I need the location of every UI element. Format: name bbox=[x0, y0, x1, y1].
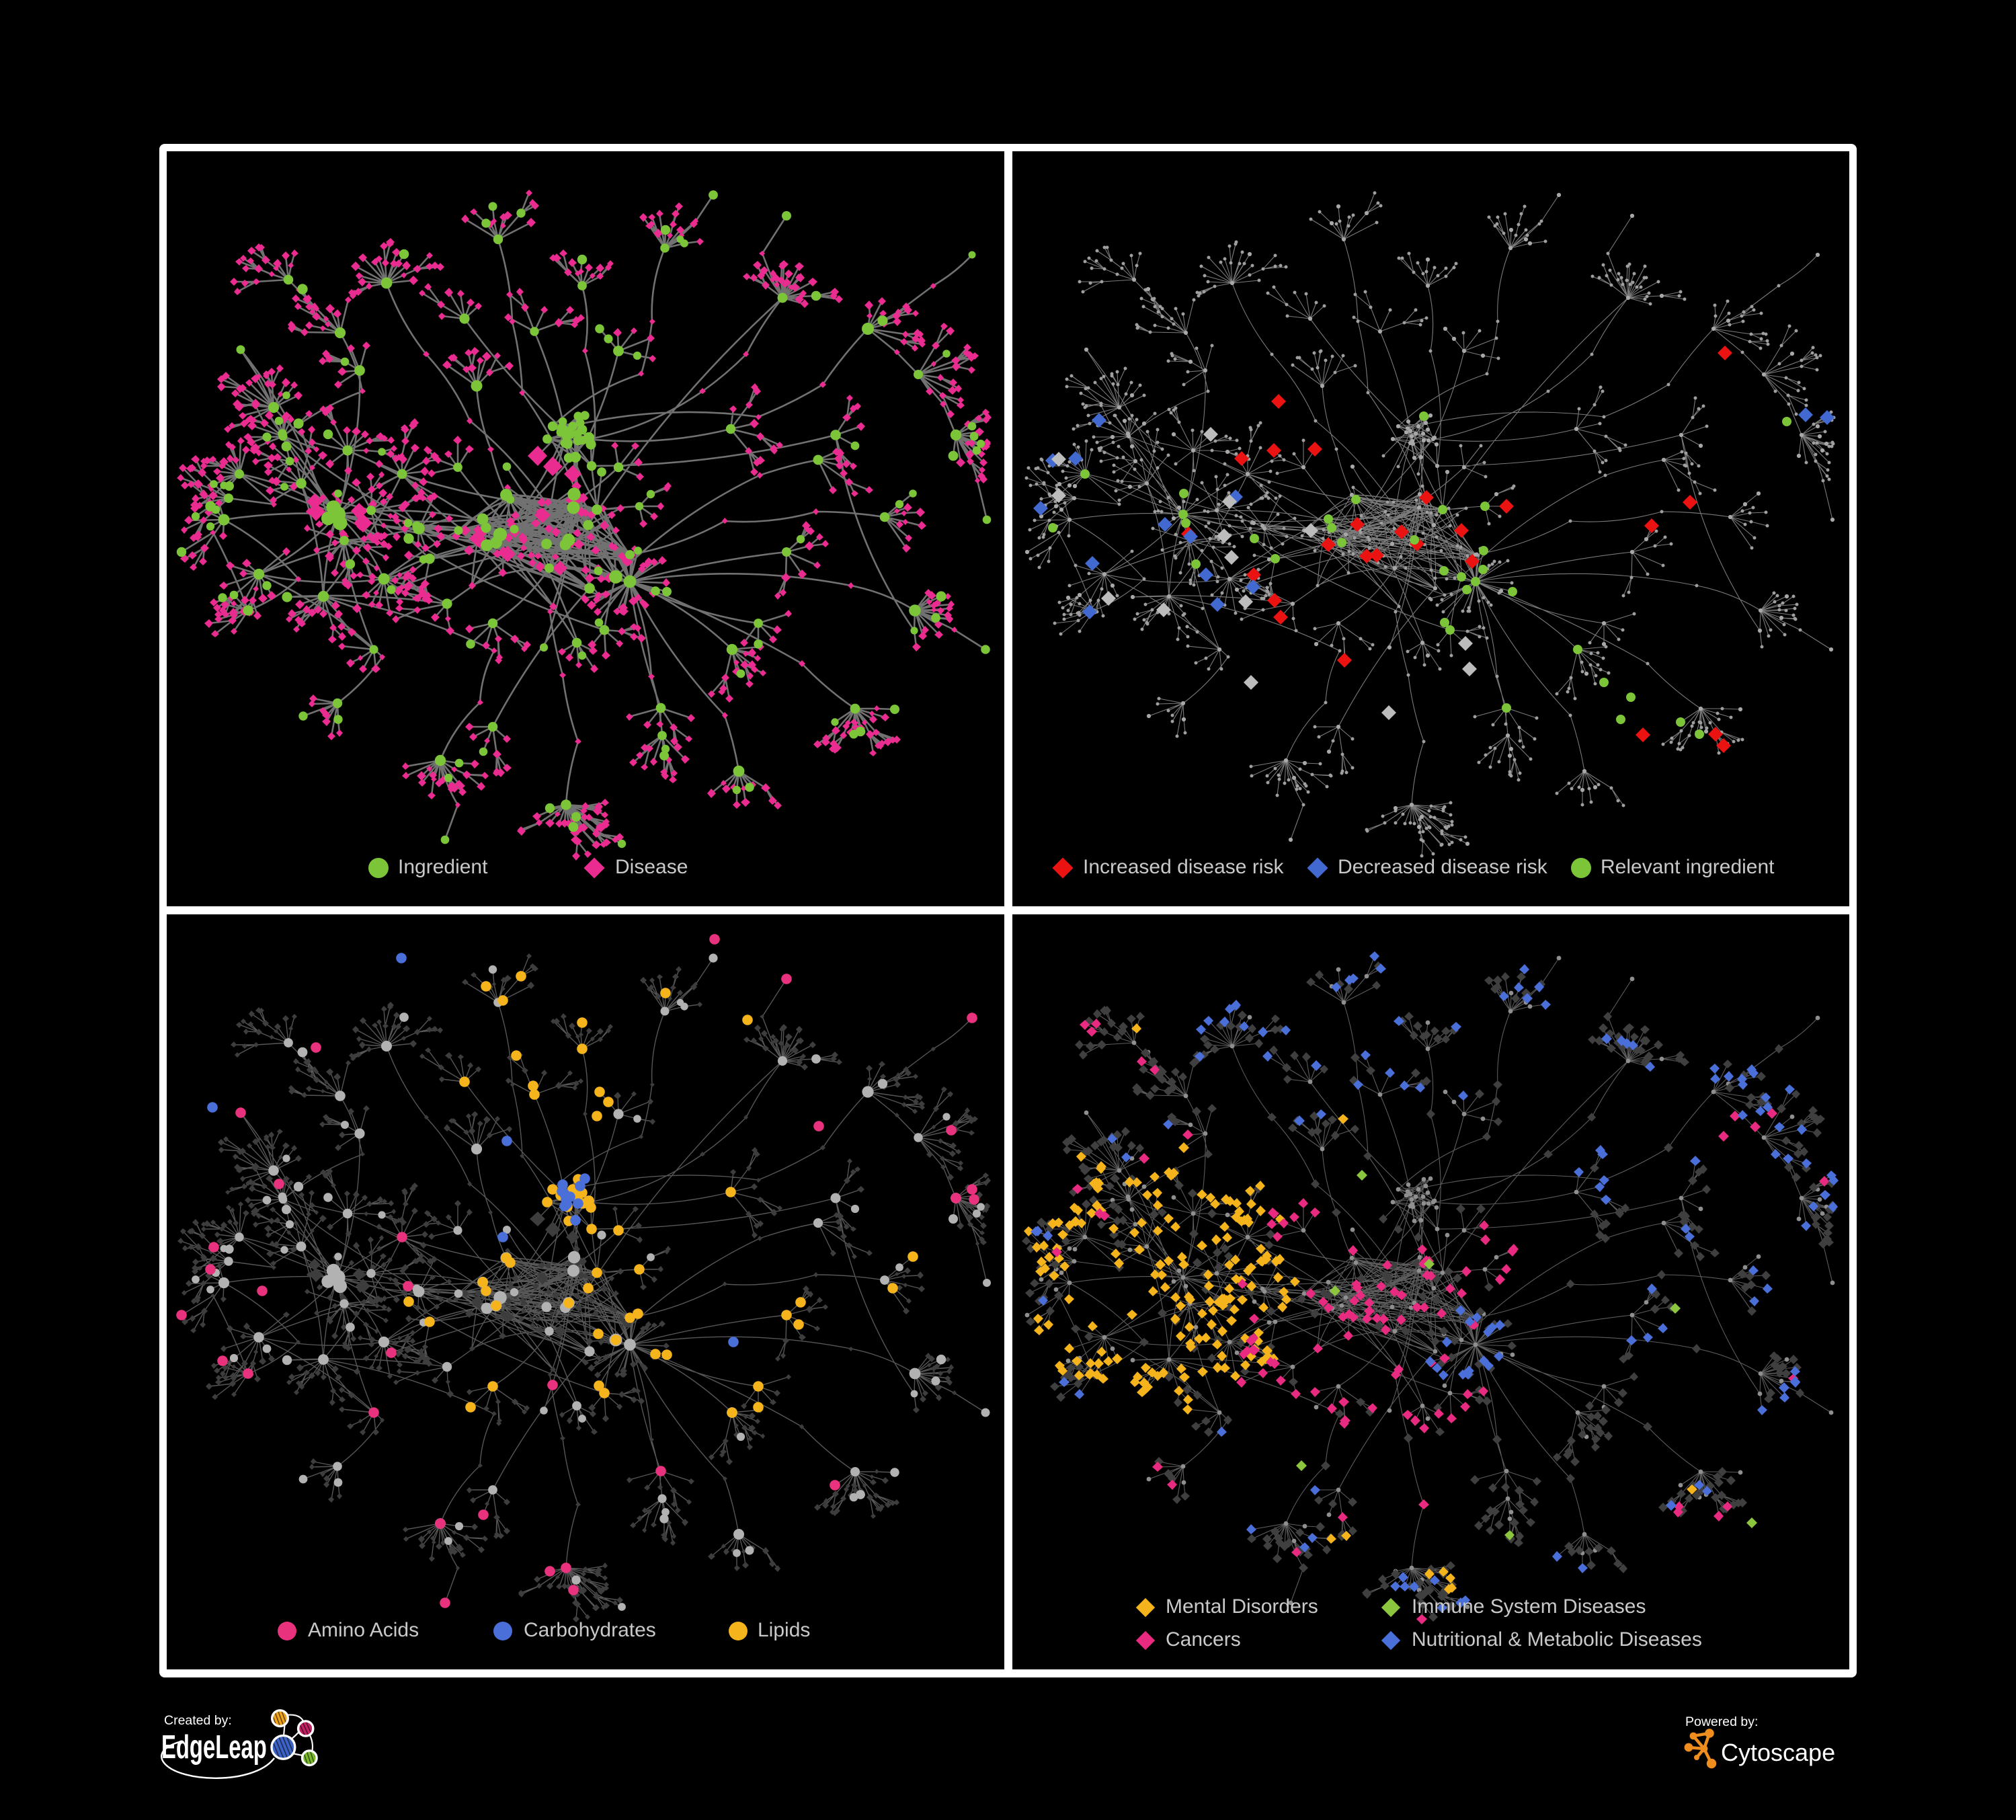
svg-text:EdgeLeap: EdgeLeap bbox=[161, 1728, 267, 1765]
svg-text:Powered by:: Powered by: bbox=[1685, 1714, 1758, 1729]
svg-text:Created by:: Created by: bbox=[164, 1713, 232, 1728]
svg-text:Cytoscape: Cytoscape bbox=[1721, 1739, 1835, 1766]
